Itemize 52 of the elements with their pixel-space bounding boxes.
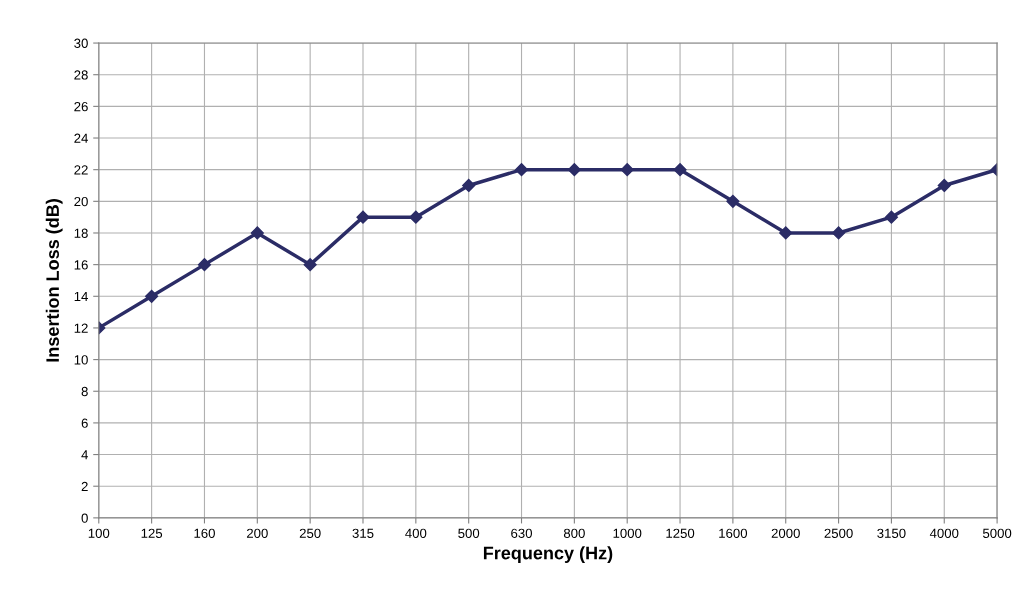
x-tick-label: 4000 [929,528,959,538]
x-tick-label: 160 [194,528,215,538]
x-tick-label: 1000 [613,528,642,538]
y-tick-label: 4 [81,450,88,460]
point [514,163,529,177]
point [620,163,634,177]
point [303,258,317,272]
point [567,163,581,177]
x-tick-label: 2000 [771,528,800,538]
x-tick-label: 100 [88,528,110,538]
x-tick-label: 200 [246,528,268,538]
point [884,210,899,224]
y-tick-label: 12 [74,323,88,333]
point [937,178,951,193]
x-tick-label: 315 [352,528,374,538]
point [145,289,159,303]
x-tick-label: 1600 [719,528,748,538]
x-tick-label: 3150 [877,528,906,538]
point [197,258,212,272]
y-tick-label: 14 [74,291,88,302]
x-axis-title: Frequency (Hz) [483,546,613,563]
x-tick-label: 630 [511,528,533,538]
y-tick-label: 30 [74,38,88,48]
y-tick-label: 20 [74,196,88,207]
point [779,226,793,240]
point [462,178,476,193]
x-tick-label: 250 [299,528,321,538]
point [726,194,740,208]
x-tick-label: 500 [458,528,480,538]
point [250,226,264,240]
y-tick-label: 16 [74,260,88,270]
x-tick-label: 5000 [982,528,1012,538]
y-tick-label: 6 [81,418,88,428]
x-tick-label: 800 [563,528,585,538]
x-tick-label: 2500 [824,528,853,538]
x-tick-label: 400 [405,528,427,538]
y-axis-title: Insertion Loss (dB) [45,199,63,362]
point [831,226,846,240]
point [673,163,687,177]
y-tick-label: 26 [74,101,88,112]
y-tick-label: 0 [81,513,88,523]
y-tick-label: 28 [74,70,88,80]
y-tick-label: 22 [74,165,88,175]
x-tick-label: 125 [141,528,163,538]
y-tick-label: 8 [81,386,88,397]
x-tick-label: 1250 [666,528,695,538]
y-tick-label: 18 [74,228,88,238]
y-tick-label: 2 [81,481,88,491]
y-tick-label: 10 [74,355,88,365]
point [356,210,370,224]
y-tick-label: 24 [74,133,88,143]
point [409,210,423,224]
